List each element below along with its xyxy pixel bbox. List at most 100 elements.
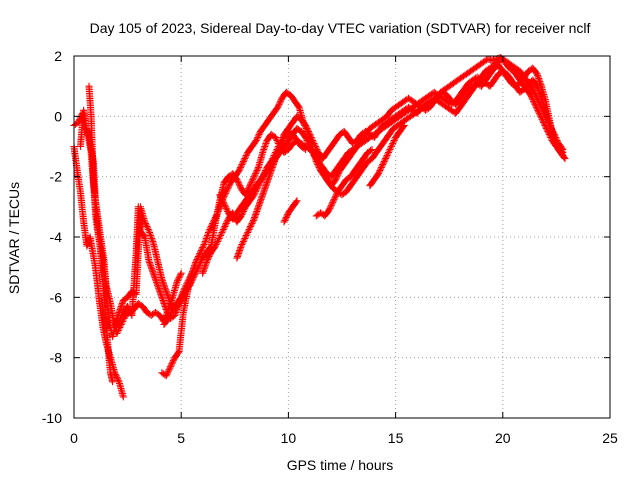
data-point [328,209,330,211]
data-point [165,375,167,377]
data-point [345,191,347,193]
data-point [139,230,142,232]
data-point [487,58,489,60]
data-point [176,302,178,304]
data-point [174,314,176,317]
data-point [390,121,392,123]
data-point [225,191,227,193]
data-point [137,206,139,208]
data-point [189,284,191,286]
data-point [232,212,234,214]
data-point [330,176,332,178]
data-point [208,230,210,232]
data-point [152,242,154,244]
data-point [249,185,251,187]
data-point [107,311,109,314]
data-point [283,136,285,139]
data-point [472,88,474,90]
data-point [523,76,525,78]
data-point [105,290,107,292]
x-tick-label: 0 [70,430,78,446]
data-point [493,79,495,81]
data-point [362,167,365,169]
x-tick-label: 15 [388,430,404,446]
data-point [313,142,315,145]
data-point [497,61,500,63]
data-point [85,124,87,126]
data-point [300,118,302,120]
data-point [292,142,294,145]
data-point [244,194,247,196]
data-point [83,221,85,223]
data-point [144,236,146,238]
data-point [242,160,244,163]
data-point [202,257,204,259]
data-point [96,284,99,286]
data-point [345,179,347,181]
data-point [178,351,180,353]
data-point [542,121,545,123]
data-point [240,245,242,247]
data-point [206,260,208,262]
data-point [330,145,332,148]
data-point [373,133,375,136]
data-point [478,64,480,66]
data-point [433,91,435,93]
y-tick-label: 2 [54,48,62,64]
data-point [532,67,534,69]
data-point [253,188,255,190]
data-point [390,109,392,111]
data-point [358,173,360,175]
data-point [399,115,401,117]
data-point [339,133,341,136]
series-arc-13 [366,121,408,190]
data-point [99,302,101,304]
y-tick-label: 0 [54,108,62,124]
data-point [287,130,289,133]
data-point [384,139,386,142]
data-point [204,242,206,244]
data-point [442,91,444,93]
data-point [463,100,465,102]
data-point [79,145,82,148]
data-point [135,251,137,253]
data-point [395,118,397,120]
data-point [564,157,566,160]
data-point [373,179,375,181]
data-point [482,61,485,63]
data-point [161,372,163,374]
data-point [131,314,133,317]
data-point [274,157,277,160]
data-point [459,106,461,108]
data-point [109,372,112,374]
data-point [285,91,287,93]
data-point [536,73,538,75]
data-point [266,170,268,172]
data-point [485,70,487,72]
data-point [519,91,521,93]
data-point [334,170,337,172]
data-point [227,218,229,220]
data-point [309,133,311,136]
data-point [270,170,272,172]
data-point [172,296,174,298]
data-point [103,272,105,274]
data-point [386,124,388,126]
data-point [334,139,337,142]
data-point [304,148,307,151]
data-point [397,124,399,126]
data-point [122,396,124,398]
data-point [86,245,88,247]
data-point [364,139,367,142]
data-point [157,260,159,262]
data-point [262,194,264,196]
data-point [412,106,414,108]
data-point [403,124,405,126]
data-point [255,139,257,142]
data-point [206,251,208,253]
data-point [240,188,242,190]
data-point [433,97,435,99]
data-point [545,109,547,111]
data-point [161,278,163,280]
data-point [257,167,259,169]
